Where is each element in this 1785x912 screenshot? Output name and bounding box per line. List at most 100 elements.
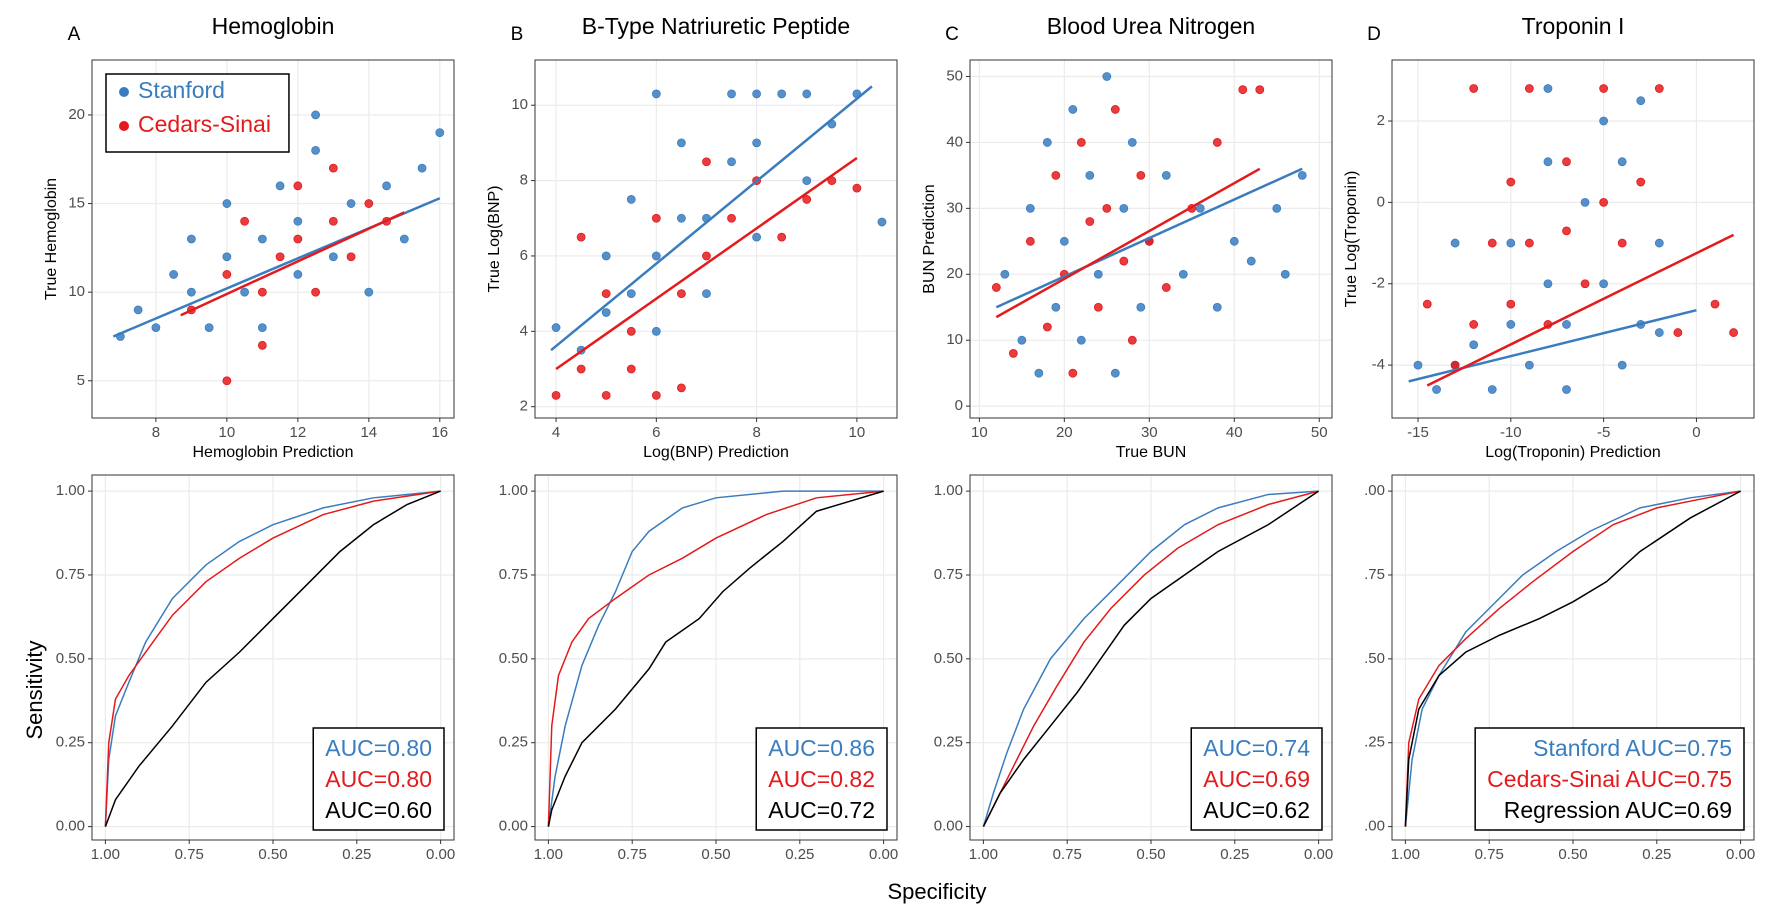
point	[1450, 238, 1460, 248]
point	[601, 251, 611, 261]
point	[293, 270, 303, 279]
auc-box: AUC=0.80 AUC=0.80 AUC=0.60	[312, 727, 445, 831]
point	[1025, 236, 1035, 246]
point	[1161, 170, 1171, 180]
plot-border	[1391, 59, 1755, 419]
point	[852, 183, 862, 193]
point	[727, 89, 736, 99]
plot-border	[969, 59, 1333, 419]
point	[1178, 269, 1188, 279]
point	[1654, 328, 1664, 337]
point	[651, 89, 661, 99]
point	[601, 289, 611, 299]
chart-title: B-Type Natriuretic Peptide	[582, 13, 850, 39]
y-tick-label: 0.00	[56, 818, 85, 835]
x-tick-label: 20	[1056, 424, 1073, 441]
chart-title: Hemoglobin	[212, 13, 335, 39]
point	[1119, 256, 1129, 266]
point	[1450, 360, 1460, 370]
point	[802, 89, 812, 99]
auc-label: AUC=0.72	[768, 797, 875, 823]
x-tick-label: 0	[1692, 424, 1700, 441]
point	[1127, 138, 1137, 147]
point	[651, 251, 661, 261]
point	[1524, 238, 1534, 248]
point	[1246, 256, 1256, 266]
point	[186, 287, 196, 297]
plot-border	[1391, 474, 1755, 841]
point	[1255, 85, 1265, 95]
point	[275, 252, 285, 262]
plot-border	[534, 59, 898, 419]
point	[204, 323, 214, 333]
data-layer	[547, 490, 884, 827]
point	[752, 89, 762, 99]
point	[1136, 302, 1146, 312]
point	[576, 364, 586, 374]
y-axis-label: True Hemoglobin	[43, 178, 60, 300]
roc-curve	[547, 490, 884, 827]
point	[311, 110, 320, 120]
auc-box-frame	[1190, 727, 1323, 831]
data-layer	[991, 72, 1307, 378]
y-tick-label: 10	[946, 331, 963, 348]
point	[222, 252, 232, 262]
point	[240, 216, 250, 226]
roc-curve	[982, 490, 1320, 827]
x-tick-label: 0.50	[1136, 846, 1165, 863]
point	[626, 364, 636, 374]
auc-box: Stanford AUC=0.75 Cedars-Sinai AUC=0.75 Re…	[1474, 727, 1745, 831]
plot-border	[91, 59, 455, 419]
x-tick-label: 0.00	[1726, 846, 1755, 863]
point	[727, 213, 736, 223]
y-tick-label: 30	[946, 199, 963, 216]
x-tick-label: 0.75	[175, 846, 204, 863]
y-tick-label: .75	[1364, 566, 1385, 583]
panel: 10 20 30 40 50 0 10 20 30 40 50 Blood Urea Nitrogen…	[921, 13, 1333, 461]
point	[626, 195, 636, 204]
plot-area	[535, 60, 897, 418]
point	[1059, 236, 1069, 246]
point	[651, 213, 661, 223]
point	[1432, 385, 1441, 394]
legend-marker	[119, 87, 129, 97]
point	[1562, 385, 1571, 394]
point	[601, 390, 611, 400]
point	[293, 234, 303, 244]
point	[1161, 283, 1171, 292]
point	[777, 89, 787, 99]
data-layer	[982, 490, 1320, 827]
x-tick-label: -15	[1407, 424, 1429, 441]
point	[364, 199, 374, 208]
point	[1102, 72, 1112, 81]
point	[1580, 197, 1590, 207]
point	[1673, 328, 1683, 337]
panel-label: B	[511, 24, 524, 45]
y-tick-label: 0.75	[56, 566, 85, 583]
auc-label: AUC=0.80	[325, 735, 432, 761]
x-tick-label: 14	[360, 424, 377, 441]
point	[399, 234, 409, 244]
point	[1093, 302, 1103, 312]
y-tick-label: 1.00	[934, 482, 963, 499]
y-tick-label: .00	[1364, 818, 1385, 835]
point	[311, 145, 320, 155]
point	[1422, 299, 1432, 309]
auc-box-frame	[1474, 727, 1745, 831]
y-tick-label: 0	[1377, 193, 1385, 210]
point	[1543, 157, 1553, 167]
point	[576, 232, 586, 242]
x-tick-label: 10	[971, 424, 988, 441]
x-axis-label: Hemoglobin Prediction	[193, 444, 354, 461]
roc-curve	[982, 490, 1319, 827]
point	[222, 199, 232, 208]
data-layer	[104, 490, 441, 827]
regression-line	[555, 156, 858, 371]
point	[1119, 203, 1129, 213]
point	[1487, 238, 1497, 248]
point	[877, 217, 887, 227]
x-tick-label: 0.00	[426, 846, 455, 863]
y-tick-label: 0.25	[56, 734, 85, 751]
point	[293, 181, 303, 191]
regression-line	[180, 211, 405, 317]
